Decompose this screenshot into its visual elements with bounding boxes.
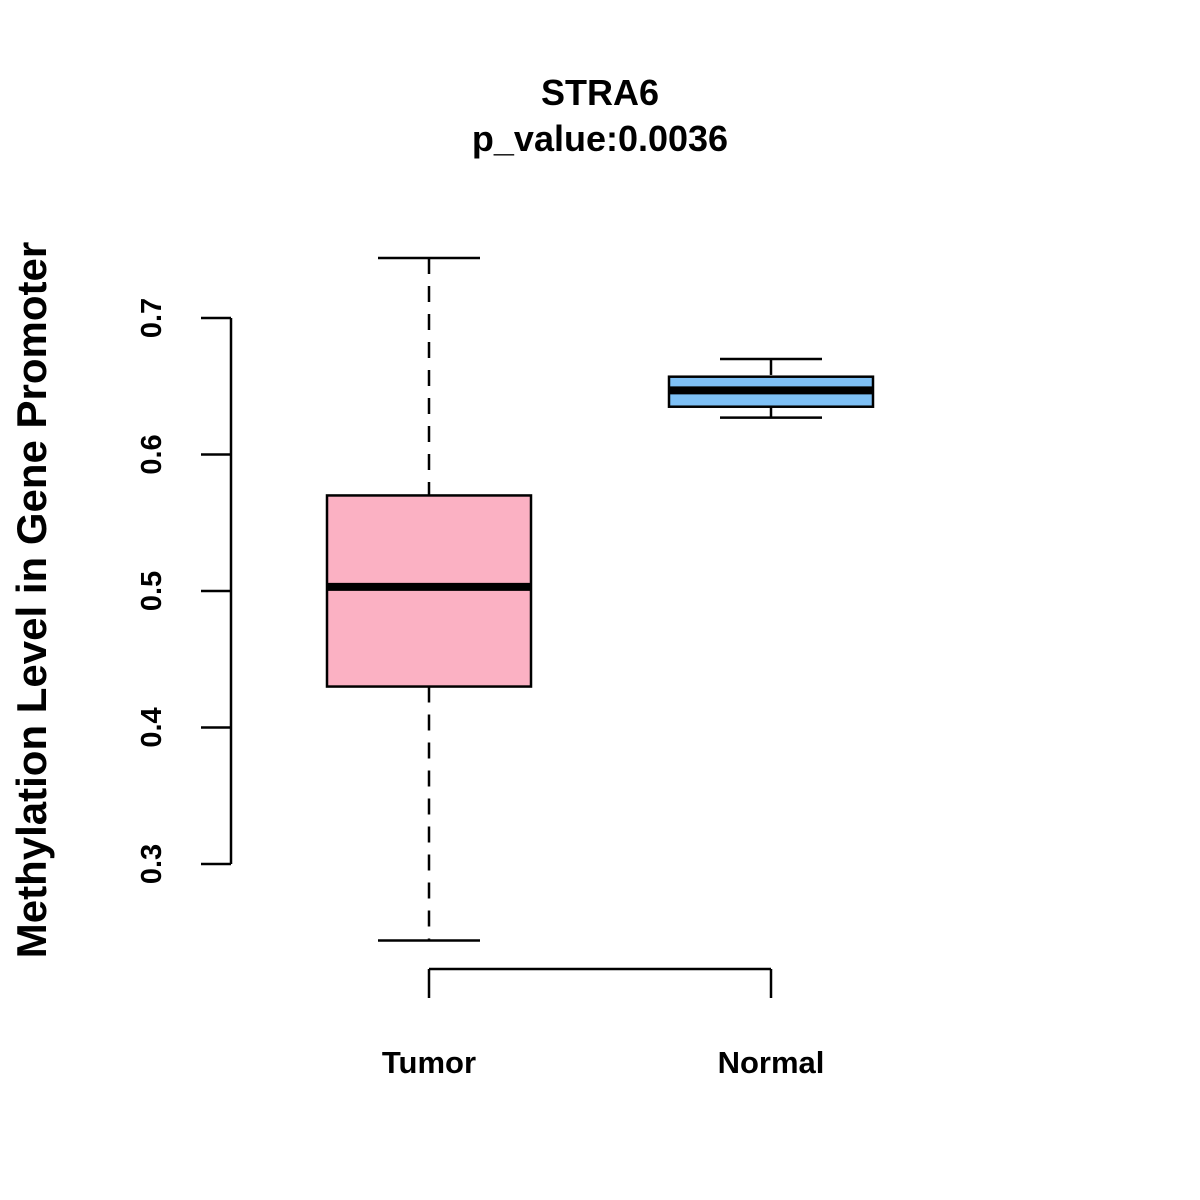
x-axis: Tumor Normal [382, 967, 825, 1080]
iqr-box [325, 494, 533, 688]
y-tick-label: 0.6 [136, 434, 168, 474]
x-tick-label: Normal [718, 1045, 825, 1080]
y-tick-label: 0.3 [136, 844, 168, 884]
y-axis-label: Methylation Level in Gene Promoter [8, 242, 55, 958]
chart-title: STRA6 [541, 72, 659, 113]
y-tick-label: 0.4 [136, 707, 168, 747]
box-normal [667, 357, 875, 419]
y-tick-label: 0.7 [136, 298, 168, 338]
chart-subtitle: p_value:0.0036 [472, 118, 728, 159]
y-axis: 0.3 0.4 0.5 0.6 0.7 [136, 298, 233, 884]
x-tick-label: Tumor [382, 1045, 476, 1080]
boxes [325, 256, 875, 942]
y-tick-label: 0.5 [136, 571, 168, 611]
box-tumor [325, 256, 533, 942]
